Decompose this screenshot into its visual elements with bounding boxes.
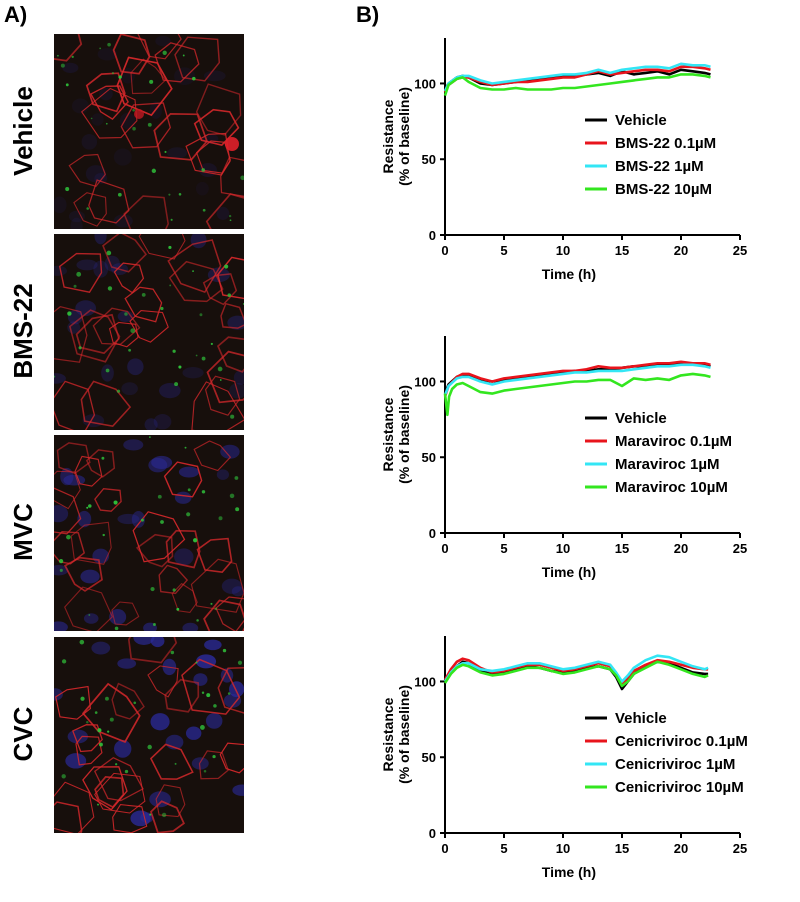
y-tick-label: 50	[422, 152, 436, 167]
x-tick-label: 20	[674, 243, 688, 258]
micrograph-vehicle	[54, 34, 244, 229]
y-axis-label-line1: Resistance	[380, 397, 396, 471]
legend-entry-2: BMS-22 1µM	[615, 158, 704, 175]
legend-entry-1: Maraviroc 0.1µM	[615, 433, 732, 450]
x-tick-label: 15	[615, 841, 629, 856]
legend-entry-3: Maraviroc 10µM	[615, 479, 728, 496]
legend-entry-2: Maraviroc 1µM	[615, 456, 720, 473]
series-line-1	[443, 657, 709, 686]
x-tick-label: 25	[733, 243, 747, 258]
legend-entry-0: Vehicle	[615, 112, 667, 129]
x-tick-label: 5	[500, 243, 507, 258]
micrograph-bms22	[54, 234, 244, 430]
y-tick-label: 100	[414, 76, 436, 91]
series-line-3	[443, 73, 711, 97]
x-tick-label: 10	[556, 243, 570, 258]
micrograph-texture	[54, 436, 244, 631]
y-tick-label: 100	[414, 374, 436, 389]
micrograph-texture	[54, 234, 244, 430]
panel-a-label: A)	[4, 2, 28, 27]
svg-text:Vehicle: Vehicle	[8, 86, 38, 176]
legend-entry-3: Cenicriviroc 10µM	[615, 779, 744, 796]
x-tick-label: 20	[674, 541, 688, 556]
x-axis-label: Time (h)	[542, 564, 596, 580]
legend-entry-2: Cenicriviroc 1µM	[615, 756, 735, 773]
x-tick-label: 25	[733, 841, 747, 856]
y-axis-label-line2: (% of baseline)	[396, 87, 412, 186]
x-tick-label: 10	[556, 841, 570, 856]
series-line-3	[443, 660, 709, 688]
micrograph-texture	[54, 637, 244, 833]
y-axis-label-line2: (% of baseline)	[396, 385, 412, 484]
series-line-2	[443, 363, 711, 396]
x-tick-label: 5	[500, 841, 507, 856]
micrograph-label-cvc: CVC	[0, 637, 40, 832]
y-axis-label-line2: (% of baseline)	[396, 685, 412, 784]
y-axis-label-line1: Resistance	[380, 697, 396, 771]
micrograph-label-mvc: MVC	[0, 435, 40, 630]
x-tick-label: 10	[556, 541, 570, 556]
y-axis-label-line1: Resistance	[380, 99, 396, 173]
resistance-chart-bms22: 0 5 10 15 20 25 0 50 100 Time (h) Resistance (% of …	[360, 20, 780, 300]
x-tick-label: 15	[615, 541, 629, 556]
x-tick-label: 0	[441, 841, 448, 856]
x-tick-label: 20	[674, 841, 688, 856]
svg-text:BMS-22: BMS-22	[8, 283, 38, 378]
y-tick-label: 50	[422, 750, 436, 765]
y-tick-label: 50	[422, 450, 436, 465]
legend-entry-3: BMS-22 10µM	[615, 181, 712, 198]
micrograph-label-vehicle: Vehicle	[0, 34, 40, 229]
svg-text:MVC: MVC	[8, 503, 38, 561]
y-tick-label: 0	[429, 826, 436, 841]
x-axis-label: Time (h)	[542, 864, 596, 880]
series-line-1	[443, 360, 711, 398]
x-tick-label: 5	[500, 541, 507, 556]
x-tick-label: 0	[441, 243, 448, 258]
x-tick-label: 25	[733, 541, 747, 556]
x-tick-label: 0	[441, 541, 448, 556]
series-line-1	[443, 65, 711, 94]
resistance-chart-maraviroc: 0 5 10 15 20 25 0 50 100 Time (h) Resistance (% of …	[360, 318, 780, 600]
micrograph-texture	[54, 34, 244, 229]
series-line-3	[443, 372, 711, 417]
x-axis-label: Time (h)	[542, 266, 596, 282]
legend-entry-0: Vehicle	[615, 710, 667, 727]
y-tick-label: 0	[429, 526, 436, 541]
legend-entry-1: BMS-22 0.1µM	[615, 135, 716, 152]
legend-entry-1: Cenicriviroc 0.1µM	[615, 733, 748, 750]
resistance-chart-cenicriviroc: 0 5 10 15 20 25 0 50 100 Time (h) Resistance (% of …	[360, 618, 780, 897]
series-line-2	[443, 62, 711, 92]
y-tick-label: 0	[429, 228, 436, 243]
micrograph-label-bms22: BMS-22	[0, 234, 40, 429]
micrograph-mvc	[54, 435, 244, 631]
x-tick-label: 15	[615, 243, 629, 258]
series-line-2	[443, 654, 709, 683]
panel-b-label: B)	[356, 2, 380, 27]
svg-text:CVC: CVC	[8, 706, 38, 761]
micrograph-cvc	[54, 637, 244, 833]
legend-entry-0: Vehicle	[615, 410, 667, 427]
y-tick-label: 100	[414, 674, 436, 689]
